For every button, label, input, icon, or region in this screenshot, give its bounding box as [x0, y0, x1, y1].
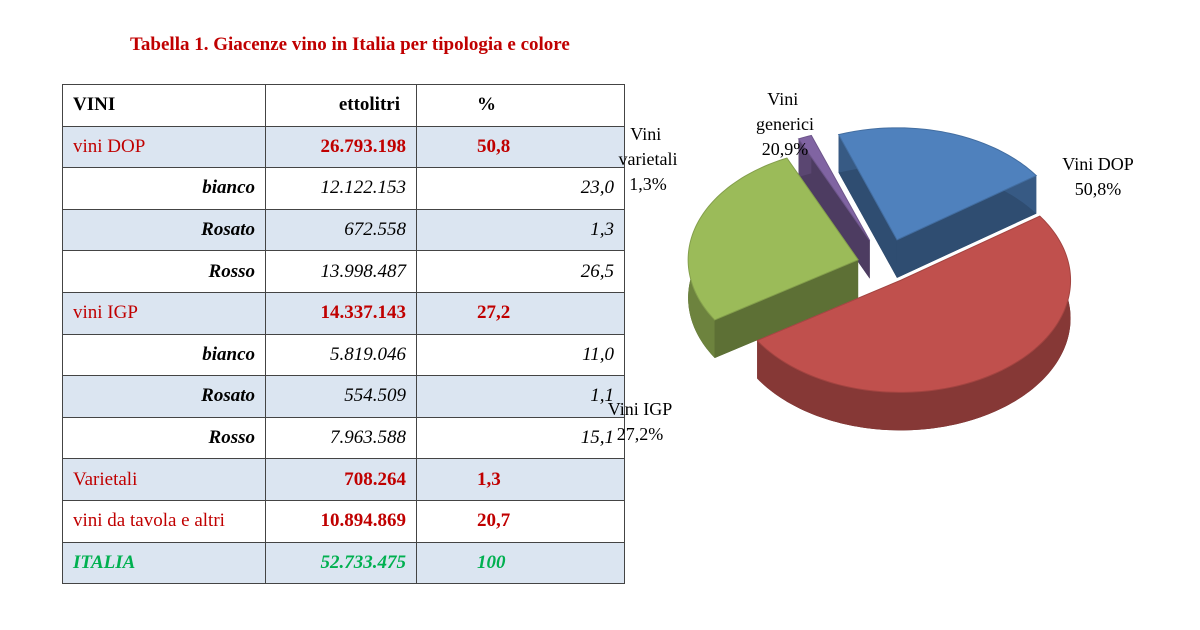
- row: Rosso 13.998.487 26,5: [62, 250, 625, 293]
- cell: ITALIA: [62, 541, 266, 585]
- row: vini da tavola e altri 10.894.869 20,7: [62, 499, 625, 543]
- slice-side: [757, 216, 1071, 431]
- cell: 100: [416, 541, 625, 585]
- slice-side: [838, 134, 897, 278]
- header-cell: ettolitri: [265, 84, 417, 127]
- cell: Rosato: [62, 375, 266, 418]
- title: Tabella 1. Giacenze vino in Italia per t…: [130, 34, 570, 55]
- cell: Rosso: [62, 250, 266, 293]
- cell: vini IGP: [62, 291, 266, 335]
- slice: [797, 134, 871, 241]
- row: Varietali 708.264 1,3: [62, 458, 625, 501]
- cell: 672.558: [265, 208, 417, 252]
- cell: Rosso: [62, 416, 266, 460]
- cell: 12.122.153: [265, 167, 417, 210]
- slice-value-label: 1,3%: [629, 174, 667, 194]
- cell: 52.733.475: [265, 541, 417, 585]
- slice-label: Vini varietali: [619, 124, 678, 169]
- cell: 26.793.198: [265, 125, 417, 169]
- header-cell: %: [416, 84, 625, 127]
- slice-label: Vini IGP: [608, 399, 672, 419]
- slice-value-label: 20,9%: [762, 139, 809, 159]
- slice: [756, 215, 1072, 393]
- row: Rosato 554.509 1,1: [62, 375, 625, 418]
- data-table: VINI ettolitri% vini DOP 26.793.198 50,8 bi…: [62, 84, 625, 585]
- row: vini IGP 14.337.143 27,2: [62, 291, 625, 335]
- slice-value-label: 27,2%: [617, 424, 664, 444]
- slice-label: Vini DOP: [1062, 154, 1133, 174]
- slice-label: Vini generici: [756, 89, 814, 134]
- row: Rosato 672.558 1,3: [62, 208, 625, 252]
- row: vini DOP 26.793.198 50,8: [62, 125, 625, 169]
- cell: vini DOP: [62, 125, 266, 169]
- slice: [837, 127, 1038, 241]
- cell: 20,7: [416, 499, 625, 543]
- cell: 7.963.588: [265, 416, 417, 460]
- cell: 708.264: [265, 458, 417, 501]
- row: Rosso 7.963.588 15,1: [62, 416, 625, 460]
- slice: [687, 157, 859, 321]
- header-row: VINI ettolitri%: [62, 84, 625, 127]
- slice-side: [896, 175, 1037, 278]
- cell: 1,3: [416, 458, 625, 501]
- cell: 15,1: [416, 416, 625, 460]
- row: ITALIA 52.733.475 100: [62, 541, 625, 585]
- slice-side: [714, 259, 859, 358]
- slice-value-label: 50,8%: [1075, 179, 1122, 199]
- cell: bianco: [62, 333, 266, 377]
- cell: vini da tavola e altri: [62, 499, 266, 543]
- cell: 1,3: [416, 208, 625, 252]
- row: bianco 12.122.153 23,0: [62, 167, 625, 210]
- cell: 554.509: [265, 375, 417, 418]
- cell: Rosato: [62, 208, 266, 252]
- cell: 50,8: [416, 125, 625, 169]
- cell: Varietali: [62, 458, 266, 501]
- cell: 10.894.869: [265, 499, 417, 543]
- header-cell: VINI: [62, 84, 266, 127]
- cell: 13.998.487: [265, 250, 417, 293]
- cell: 1,1: [416, 375, 625, 418]
